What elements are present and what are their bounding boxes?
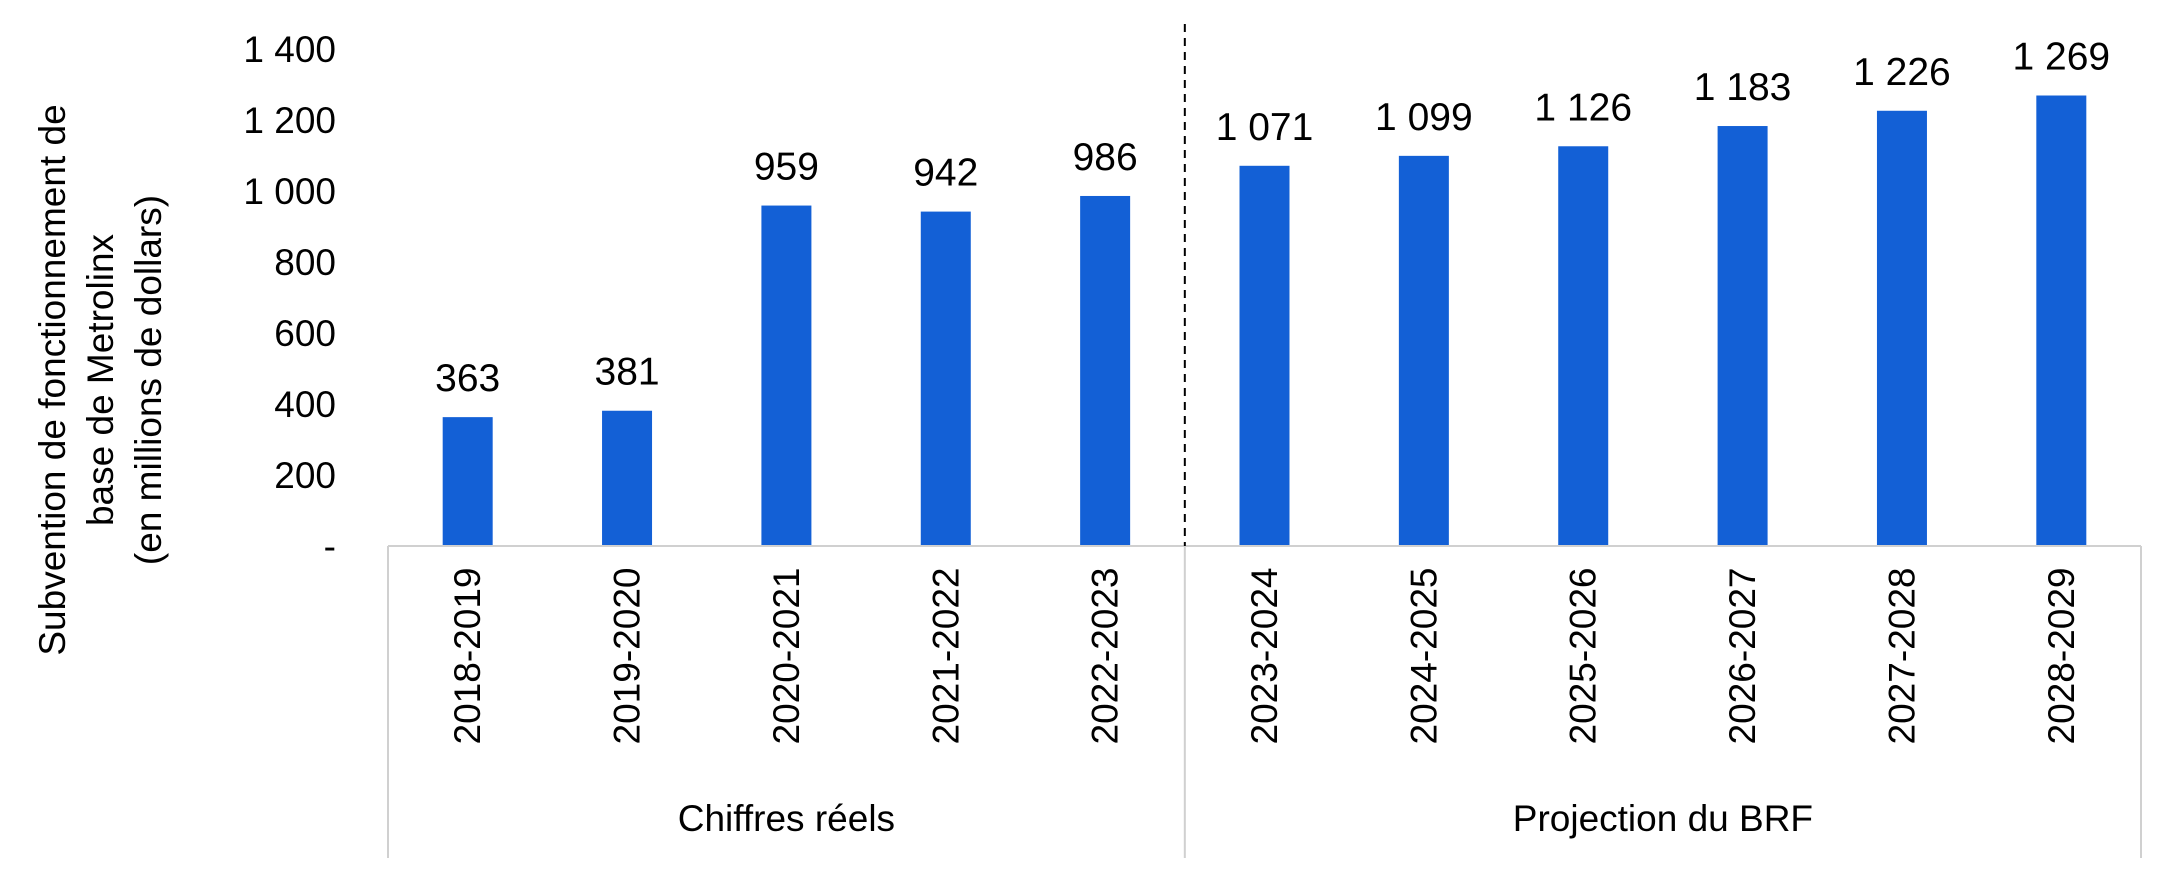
y-tick-label: 1 200: [243, 100, 336, 141]
bar: [2036, 95, 2087, 546]
data-label: 1 126: [1534, 86, 1632, 129]
x-tick-label: 2022-2023: [1085, 568, 1126, 745]
y-tick-label: -: [324, 526, 336, 567]
y-tick-label: 800: [274, 242, 336, 283]
y-axis-label: Subvention de fonctionnement de base de …: [32, 104, 169, 655]
bar: [1876, 110, 1927, 547]
y-tick-label: 600: [274, 313, 336, 354]
x-tick-label: 2019-2020: [607, 568, 648, 745]
y-axis-label-line-2: base de Metrolinx: [80, 233, 121, 526]
x-tick-label: 2024-2025: [1403, 568, 1444, 745]
data-label: 1 183: [1694, 66, 1792, 109]
data-label: 363: [435, 357, 500, 400]
data-label: 1 269: [2013, 36, 2111, 79]
data-label: 1 071: [1216, 106, 1314, 149]
bar: [1239, 165, 1290, 547]
y-tick-label: 400: [274, 384, 336, 425]
x-tick-label: 2028-2029: [2041, 568, 2082, 745]
bar: [761, 205, 812, 546]
bar: [1398, 155, 1449, 547]
y-axis-label-line-1: Subvention de fonctionnement de: [32, 104, 73, 655]
data-label: 381: [595, 351, 660, 394]
bar: [1717, 126, 1768, 546]
data-label: 959: [754, 146, 819, 189]
bar: [1558, 146, 1609, 546]
group-label: Projection du BRF: [1513, 798, 1813, 839]
y-axis-label-line-3: (en millions de dollars): [128, 195, 169, 565]
x-tick-label: 2020-2021: [766, 568, 807, 745]
y-tick-label: 200: [274, 455, 336, 496]
y-tick-label: 1 000: [243, 171, 336, 212]
data-label: 942: [913, 152, 978, 195]
data-label: 1 099: [1375, 96, 1473, 139]
bars: [442, 95, 2087, 547]
group-label: Chiffres réels: [678, 798, 895, 839]
x-tick-label: 2027-2028: [1881, 568, 1922, 745]
x-tick-label: 2023-2024: [1244, 568, 1285, 745]
bar: [1080, 195, 1131, 546]
data-label: 986: [1073, 136, 1138, 179]
x-tick-label: 2021-2022: [925, 568, 966, 745]
x-tick-label: 2018-2019: [447, 568, 488, 745]
data-label: 1 226: [1853, 51, 1951, 94]
y-tick-label: 1 400: [243, 29, 336, 70]
bar: [602, 410, 653, 546]
bar: [920, 211, 971, 546]
y-axis-ticks: - 200 400 600 800 1 000 1 200 1 400: [243, 29, 336, 567]
bar: [442, 417, 493, 546]
x-tick-label: 2026-2027: [1722, 568, 1763, 745]
x-tick-label: 2025-2026: [1563, 568, 1604, 745]
data-labels: 363 381 959 942 986 1 071 1 099 1 126 1 183 1 226…: [435, 36, 2110, 401]
x-axis: 2018-2019 2019-2020 2020-2021 2021-2022 2022…: [387, 545, 2142, 858]
